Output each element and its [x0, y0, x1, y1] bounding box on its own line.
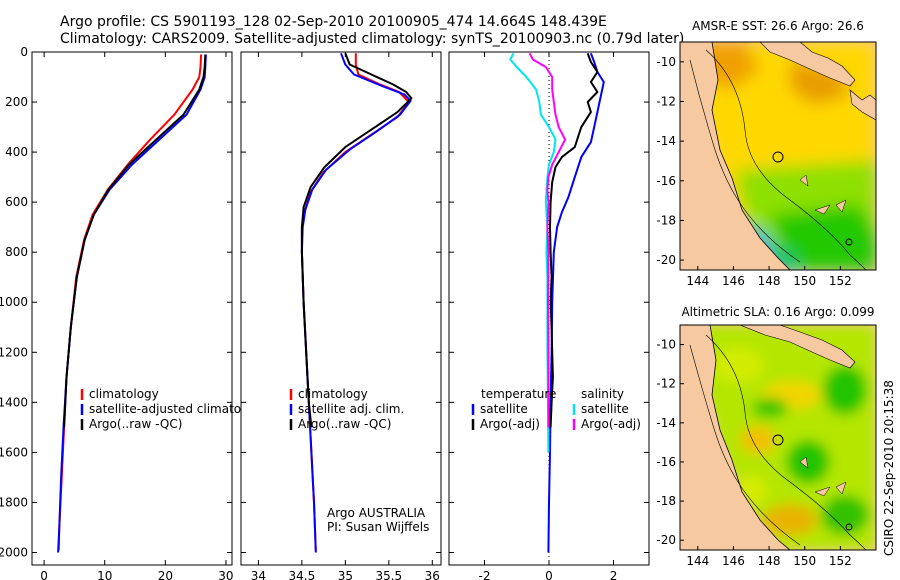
difference-series-salinity-argo-adj- — [528, 52, 567, 428]
amsre-sst-map-ytick-label: -10 — [656, 55, 676, 69]
altimetric-sla-map-ytick-label: -10 — [656, 338, 676, 352]
altimetric-sla-map-xtick-label: 146 — [722, 554, 745, 568]
diff-legend-salinity-heading: salinity — [581, 387, 624, 401]
sla-argo-marker-2 — [845, 523, 853, 531]
sst-argo-marker — [772, 151, 784, 163]
temperature-ytick-label: 2000 — [0, 545, 28, 559]
sst-map-title: AMSR-E SST: 26.6 Argo: 26.6 — [692, 19, 864, 33]
temperature-xtick-label: 0 — [40, 569, 48, 580]
altimetric-sla-map-ytick-label: -18 — [656, 494, 676, 508]
altimetric-sla-map-xtick-label: 150 — [793, 554, 816, 568]
figure-title-line1: Argo profile: CS 5901193_128 02-Sep-2010… — [60, 14, 607, 30]
temperature-ytick-label: 1800 — [0, 495, 28, 509]
temperature-ytick-label: 400 — [5, 145, 28, 159]
difference-panel: -202difference from climatologytemperatu… — [448, 51, 650, 580]
temperature-series-argo-raw-qc- — [63, 54, 207, 428]
salinity-xtick-label: 35 — [338, 569, 353, 580]
amsre-sst-map-xtick-label: 152 — [829, 274, 852, 288]
sst-argo-marker-2 — [845, 238, 853, 246]
altimetric-sla-map-ytick-label: -16 — [656, 455, 676, 469]
difference-series-temperature-satellite — [547, 52, 605, 553]
amsre-sst-map-xtick-label: 150 — [793, 274, 816, 288]
altimetric-sla-map-ytick-label: -20 — [656, 533, 676, 547]
amsre-sst-map-ytick-label: -18 — [656, 213, 676, 227]
csiro-credit: CSIRO 22-Sep-2010 20:15:38 — [882, 380, 896, 556]
salinity-panel: 3434.53535.536salinityclimatologysatelli… — [240, 51, 442, 580]
argo-float-annotation: Argo AUSTRALIA — [327, 506, 426, 520]
figure-title-line2: Climatology: CARS2009. Satellite-adjuste… — [60, 31, 684, 47]
amsre-sst-map-ytick-label: -20 — [656, 253, 676, 267]
diff-legend-sal-label: satellite — [581, 402, 629, 416]
diff-legend-sal-label: Argo(-adj) — [581, 417, 641, 431]
salinity-legend-label: satellite adj. clim. — [298, 402, 404, 416]
amsre-sst-map-xtick-label: 146 — [722, 274, 745, 288]
amsre-sst-map-xtick-label: 144 — [686, 274, 709, 288]
amsre-sst-map-ytick-label: -14 — [656, 134, 676, 148]
sla-map: Altimetric SLA: 0.16 Argo: 0.099 — [656, 305, 877, 568]
altimetric-sla-map-ytick-label: -14 — [656, 416, 676, 430]
temperature-ytick-label: 600 — [5, 195, 28, 209]
salinity-legend-label: Argo(..raw -QC) — [298, 417, 391, 431]
temperature-legend-label: Argo(..raw -QC) — [89, 417, 182, 431]
altimetric-sla-map-xtick-label: 144 — [686, 554, 709, 568]
salinity-series-argo-raw-qc- — [300, 52, 413, 428]
temperature-ytick-label: 200 — [5, 95, 28, 109]
salinity-xtick-label: 34.5 — [289, 569, 316, 580]
amsre-sst-map-xtick-label: 148 — [758, 274, 781, 288]
sla-argo-marker — [772, 434, 784, 446]
sst-map: AMSR-E SST: 26.6 Argo: 26.6 — [656, 19, 877, 288]
temperature-axes-frame — [31, 51, 233, 566]
salinity-axes-frame — [240, 51, 442, 566]
temperature-ytick-label: 800 — [5, 245, 28, 259]
temperature-ytick-label: 1000 — [0, 295, 28, 309]
salinity-xtick-label: 36 — [425, 569, 440, 580]
temperature-ytick-label: 1400 — [0, 395, 28, 409]
amsre-sst-map-ytick-label: -12 — [656, 94, 676, 108]
salinity-xtick-label: 34 — [251, 569, 266, 580]
salinity-legend-label: climatology — [298, 387, 368, 401]
salinity-xtick-label: 35.5 — [375, 569, 402, 580]
difference-xtick-label: 2 — [610, 569, 618, 580]
temperature-xtick-label: 30 — [218, 569, 233, 580]
argo-float-annotation: PI: Susan Wijffels — [327, 520, 429, 534]
temperature-xtick-label: 20 — [158, 569, 173, 580]
temperature-xtick-label: 10 — [97, 569, 112, 580]
difference-xtick-label: 0 — [545, 569, 553, 580]
difference-series-temperature-argo-adj- — [549, 52, 599, 428]
amsre-sst-map-ytick-label: -16 — [656, 174, 676, 188]
diff-legend-temp-label: Argo(-adj) — [480, 417, 540, 431]
diff-legend-temp-label: satellite — [480, 402, 528, 416]
altimetric-sla-map-xtick-label: 148 — [758, 554, 781, 568]
temperature-ytick-label: 1600 — [0, 445, 28, 459]
temperature-panel: 0 10 20 30 0 200 400 600 800 1000 1200 1400 1600 1800… — [0, 45, 267, 580]
altimetric-sla-map-xtick-label: 152 — [829, 554, 852, 568]
temperature-legend-label: climatology — [89, 387, 159, 401]
altimetric-sla-map-ytick-label: -12 — [656, 377, 676, 391]
diff-legend-temperature-heading: temperature — [481, 387, 556, 401]
temperature-ytick-label: 1200 — [0, 345, 28, 359]
difference-xtick-label: -2 — [478, 569, 490, 580]
temperature-legend-label: satellite-adjusted climatology — [89, 402, 267, 416]
temperature-ytick-label: 0 — [20, 45, 28, 59]
sla-map-title: Altimetric SLA: 0.16 Argo: 0.099 — [681, 305, 874, 319]
